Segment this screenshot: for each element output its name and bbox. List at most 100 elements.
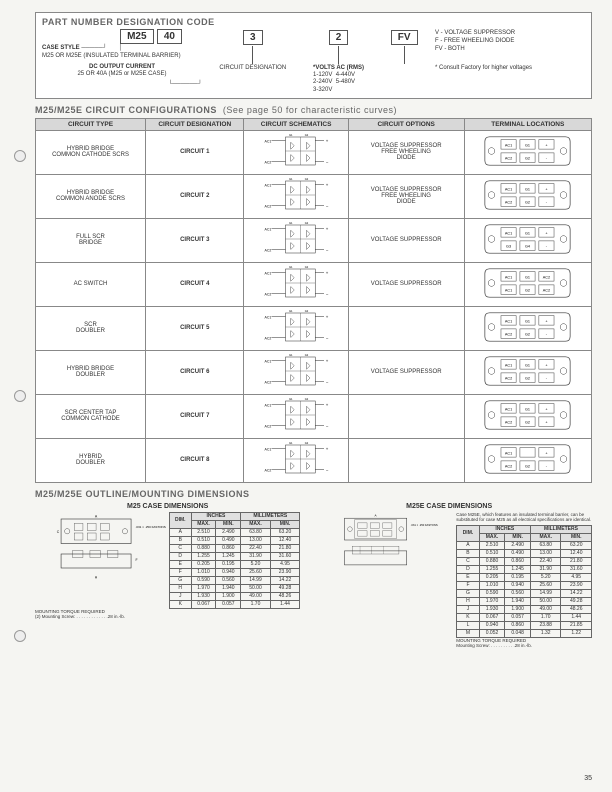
svg-text:G2: G2 <box>305 441 309 445</box>
case-style-text: M25 OR M25E (INSULATED TERMINAL BARRIER) <box>42 53 202 61</box>
config-row: HYBRID BRIDGE DOUBLERCIRCUIT 6 AC1AC2 +−… <box>36 350 592 394</box>
svg-text:+: + <box>546 188 549 192</box>
svg-text:.031 × .250 FASTONS: .031 × .250 FASTONS <box>135 525 165 529</box>
svg-text:G1: G1 <box>289 221 293 225</box>
pnc-box-4: FV <box>391 30 418 45</box>
svg-text:AC2: AC2 <box>505 157 512 161</box>
page-number: 35 <box>584 775 592 782</box>
svg-text:-: - <box>546 157 548 161</box>
v-label: V - VOLTAGE SUPPRESSOR <box>435 30 585 38</box>
svg-text:G1: G1 <box>289 353 293 357</box>
svg-text:AC2: AC2 <box>505 421 512 425</box>
svg-text:G1: G1 <box>289 133 293 137</box>
svg-text:AC2: AC2 <box>265 425 272 429</box>
svg-text:G2: G2 <box>305 177 309 181</box>
svg-text:AC2: AC2 <box>543 276 550 280</box>
m25e-drawing: A .031 × .250 FASTONS <box>306 512 453 582</box>
svg-text:+: + <box>546 408 549 412</box>
config-row: HYBRID BRIDGE COMMON ANODE SCRSCIRCUIT 2… <box>36 174 592 218</box>
svg-text:-: - <box>546 465 548 469</box>
svg-text:AC2: AC2 <box>265 337 272 341</box>
svg-text:+: + <box>546 421 549 425</box>
svg-text:AC1: AC1 <box>505 364 512 368</box>
pnc-box-3: 2 <box>329 30 349 45</box>
svg-text:−: − <box>326 468 329 473</box>
svg-text:G2: G2 <box>525 333 530 337</box>
svg-text:G1: G1 <box>289 309 293 313</box>
svg-text:+: + <box>326 183 329 188</box>
svg-text:G2: G2 <box>305 309 309 313</box>
svg-text:G1: G1 <box>289 177 293 181</box>
volts-label: *VOLTS AC (RMS) <box>313 65 364 71</box>
svg-text:G2: G2 <box>305 353 309 357</box>
config-table: CIRCUIT TYPE CIRCUIT DESIGNATION CIRCUIT… <box>35 118 592 483</box>
svg-text:G1: G1 <box>525 276 530 280</box>
svg-text:AC2: AC2 <box>505 201 512 205</box>
svg-text:G1: G1 <box>525 364 530 368</box>
svg-text:AC2: AC2 <box>265 205 272 209</box>
dims-section: M25/M25E OUTLINE/MOUNTING DIMENSIONS M25… <box>35 489 592 649</box>
svg-text:+: + <box>546 452 549 456</box>
svg-text:−: − <box>326 336 329 341</box>
svg-text:-: - <box>546 245 548 249</box>
svg-text:AC1: AC1 <box>505 320 512 324</box>
svg-text:AC1: AC1 <box>265 228 272 232</box>
svg-text:AC1: AC1 <box>505 144 512 148</box>
svg-text:+: + <box>326 139 329 144</box>
m25-dim-table: DIM.INCHESMILLIMETERSMAX.MIN.MAX.MIN.A2.… <box>169 512 300 609</box>
svg-text:AC1: AC1 <box>505 232 512 236</box>
svg-text:AC2: AC2 <box>505 465 512 469</box>
svg-text:+: + <box>326 227 329 232</box>
svg-text:+: + <box>326 447 329 452</box>
svg-text:G1: G1 <box>525 320 530 324</box>
svg-text:AC1: AC1 <box>505 452 512 456</box>
svg-text:G2: G2 <box>525 421 530 425</box>
consult-note: * Consult Factory for higher voltages <box>435 65 585 73</box>
m25e-dim-table: DIM.INCHESMILLIMETERSMAX.MIN.MAX.MIN.A2.… <box>456 525 592 638</box>
svg-text:G2: G2 <box>525 289 530 293</box>
svg-text:−: − <box>326 380 329 385</box>
svg-text:F: F <box>135 558 137 562</box>
svg-text:−: − <box>326 204 329 209</box>
fv-label: FV - BOTH <box>435 46 585 54</box>
svg-text:G2: G2 <box>305 133 309 137</box>
pnc-box-1: 40 <box>157 29 182 44</box>
svg-text:-: - <box>546 333 548 337</box>
svg-text:−: − <box>326 248 329 253</box>
svg-text:+: + <box>546 232 549 236</box>
svg-text:+: + <box>546 364 549 368</box>
svg-text:AC1: AC1 <box>505 408 512 412</box>
svg-text:AC1: AC1 <box>265 140 272 144</box>
config-row: FULL SCR BRIDGECIRCUIT 3 AC1AC2 +− G1G2 … <box>36 218 592 262</box>
svg-text:−: − <box>326 160 329 165</box>
svg-text:AC2: AC2 <box>265 293 272 297</box>
dc-label: DC OUTPUT CURRENT <box>89 64 155 70</box>
svg-text:AC1: AC1 <box>265 448 272 452</box>
svg-text:AC2: AC2 <box>505 333 512 337</box>
svg-text:.031 × .250 FASTONS: .031 × .250 FASTONS <box>411 523 438 527</box>
svg-text:AC2: AC2 <box>505 377 512 381</box>
svg-text:C: C <box>57 530 60 534</box>
svg-text:G2: G2 <box>525 465 530 469</box>
svg-text:G1: G1 <box>525 408 530 412</box>
svg-text:G1: G1 <box>525 232 530 236</box>
pnc-title: PART NUMBER DESIGNATION CODE <box>42 17 585 27</box>
svg-text:AC1: AC1 <box>265 316 272 320</box>
svg-text:G1: G1 <box>289 397 293 401</box>
config-row: HYBRID BRIDGE COMMON CATHODE SCRSCIRCUIT… <box>36 130 592 174</box>
svg-text:-: - <box>546 377 548 381</box>
svg-text:AC1: AC1 <box>505 276 512 280</box>
svg-text:G4: G4 <box>525 245 530 249</box>
config-section: M25/M25E CIRCUIT CONFIGURATIONS (See pag… <box>35 105 592 483</box>
svg-text:G3: G3 <box>506 245 511 249</box>
svg-text:AC2: AC2 <box>543 289 550 293</box>
svg-text:G2: G2 <box>525 157 530 161</box>
svg-text:+: + <box>546 320 549 324</box>
svg-text:AC1: AC1 <box>265 404 272 408</box>
svg-text:G2: G2 <box>305 221 309 225</box>
config-row: HYBRID DOUBLERCIRCUIT 8 AC1AC2 +− G1G2 A… <box>36 438 592 482</box>
svg-text:AC1: AC1 <box>265 272 272 276</box>
svg-text:AC1: AC1 <box>265 184 272 188</box>
config-row: SCR CENTER TAP COMMON CATHODECIRCUIT 7 A… <box>36 394 592 438</box>
svg-text:H: H <box>95 575 98 579</box>
